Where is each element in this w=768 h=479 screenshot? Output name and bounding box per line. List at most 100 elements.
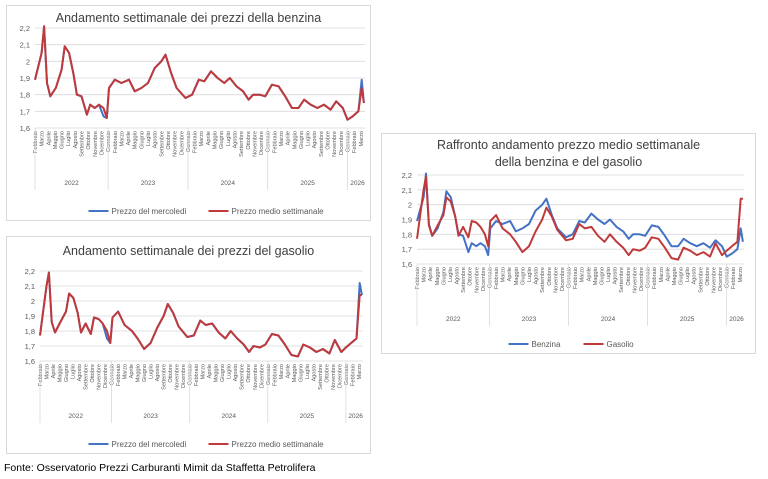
x-month-label: Luglio	[305, 364, 311, 379]
y-tick-label: 1,9	[20, 74, 30, 83]
x-month-label: Ottobre	[166, 131, 172, 150]
x-month-label: Aprile	[206, 131, 212, 145]
x-month-label: Ottobre	[246, 364, 252, 383]
x-month-label: Maggio	[672, 267, 678, 285]
x-month-label: Maggio	[292, 131, 298, 149]
x-month-label: Settembre	[162, 364, 168, 390]
x-year-label: 2024	[221, 413, 236, 420]
y-tick-label: 2,2	[25, 267, 35, 276]
x-month-label: Novembre	[97, 364, 103, 390]
x-month-label: Maggio	[292, 364, 298, 382]
x-month-label: Febbraio	[494, 267, 500, 289]
chart-raffronto: Raffronto andamento prezzo medio settima…	[381, 133, 756, 354]
y-tick-label: 2	[26, 57, 30, 66]
x-month-label: Giugno	[520, 267, 526, 285]
x-month-label: Giugno	[64, 364, 70, 382]
chart-gasolio: Andamento settimanale dei prezzi del gas…	[6, 236, 371, 454]
x-month-label: Luglio	[306, 131, 312, 146]
x-year-label: 2025	[680, 316, 695, 323]
x-month-label: Gennaio	[344, 364, 350, 385]
x-month-label: Gennaio	[567, 267, 573, 288]
x-month-label: Marzo	[199, 131, 205, 147]
x-month-label: Luglio	[71, 364, 77, 379]
x-month-label: Aprile	[51, 364, 57, 378]
x-month-label: Dicembre	[259, 364, 265, 388]
y-tick-label: 2	[408, 201, 412, 210]
x-month-label: Settembre	[80, 131, 86, 157]
y-tick-label: 1,7	[402, 245, 412, 254]
y-tick-label: 2,1	[20, 41, 30, 50]
y-tick-label: 1,6	[25, 357, 35, 366]
x-year-label: 2026	[350, 180, 365, 187]
x-month-label: Febbraio	[113, 131, 119, 153]
x-year-label: 2024	[601, 316, 616, 323]
x-month-label: Febbraio	[33, 131, 39, 153]
chart-benzina: Andamento settimanale dei prezzi della b…	[6, 5, 371, 221]
y-tick-label: 1,6	[402, 260, 412, 269]
x-month-label: Marzo	[359, 131, 365, 147]
x-month-label: Marzo	[119, 131, 125, 147]
x-month-label: Settembre	[698, 267, 704, 293]
x-month-label: Marzo	[279, 131, 285, 147]
x-month-label: Agosto	[77, 364, 83, 381]
x-month-label: Marzo	[580, 267, 586, 283]
x-month-label: Dicembre	[639, 267, 645, 291]
x-month-label: Aprile	[286, 131, 292, 145]
y-tick-label: 2,2	[20, 24, 30, 33]
x-month-label: Maggio	[213, 131, 219, 149]
x-month-label: Giugno	[299, 131, 305, 149]
x-month-label: Luglio	[146, 131, 152, 146]
y-tick-label: 1,9	[402, 216, 412, 225]
x-month-label: Dicembre	[481, 267, 487, 291]
x-month-label: Ottobre	[324, 364, 330, 383]
x-month-label: Maggio	[133, 131, 139, 149]
x-month-label: Giugno	[220, 364, 226, 382]
x-month-label: Dicembre	[337, 364, 343, 388]
x-month-label: Ottobre	[626, 267, 632, 286]
y-tick-label: 1,6	[20, 124, 30, 133]
x-month-label: Aprile	[207, 364, 213, 378]
legend-label: Benzina	[532, 340, 561, 349]
x-month-label: Gennaio	[110, 364, 116, 385]
x-month-label: Giugno	[679, 267, 685, 285]
x-month-label: Marzo	[659, 267, 665, 283]
x-month-label: Dicembre	[560, 267, 566, 291]
y-tick-label: 2,2	[402, 171, 412, 180]
legend-label: Prezzo medio settimanale	[232, 440, 325, 449]
x-year-label: 2026	[729, 316, 744, 323]
x-month-label: Aprile	[586, 267, 592, 281]
x-month-label: Gennaio	[646, 267, 652, 288]
x-month-label: Gennaio	[487, 267, 493, 288]
x-month-label: Novembre	[331, 364, 337, 390]
x-month-label: Agosto	[73, 131, 79, 148]
x-month-label: Agosto	[311, 364, 317, 381]
x-month-label: Novembre	[332, 131, 338, 157]
x-month-label: Marzo	[201, 364, 207, 380]
x-month-label: Febbraio	[38, 364, 44, 386]
x-month-label: Luglio	[66, 131, 72, 146]
x-month-label: Novembre	[253, 364, 259, 390]
x-month-label: Febbraio	[652, 267, 658, 289]
x-month-label: Agosto	[613, 267, 619, 284]
x-month-label: Gennaio	[188, 364, 194, 385]
x-month-label: Aprile	[129, 364, 135, 378]
legend-label: Prezzo del mercoledì	[112, 207, 187, 216]
y-tick-label: 1,8	[25, 327, 35, 336]
chart-gasolio-svg: Andamento settimanale dei prezzi del gas…	[25, 244, 364, 449]
x-month-label: Gennaio	[106, 131, 112, 152]
x-month-label: Maggio	[435, 267, 441, 285]
x-month-label: Novembre	[474, 267, 480, 293]
chart-benzina-svg: Andamento settimanale dei prezzi della b…	[20, 11, 366, 216]
x-month-label: Gennaio	[266, 364, 272, 385]
x-month-label: Agosto	[312, 131, 318, 148]
x-month-label: Ottobre	[326, 131, 332, 150]
x-month-label: Ottobre	[168, 364, 174, 383]
chart-title: Andamento settimanale dei prezzi della b…	[56, 11, 321, 25]
x-month-label: Luglio	[527, 267, 533, 282]
x-month-label: Marzo	[422, 267, 428, 283]
x-month-label: Agosto	[153, 131, 159, 148]
x-month-label: Novembre	[173, 131, 179, 157]
x-year-label: 2025	[300, 413, 315, 420]
x-month-label: Agosto	[233, 364, 239, 381]
y-tick-label: 2,1	[25, 282, 35, 291]
